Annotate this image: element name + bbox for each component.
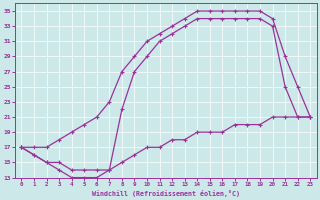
X-axis label: Windchill (Refroidissement éolien,°C): Windchill (Refroidissement éolien,°C) — [92, 190, 240, 197]
